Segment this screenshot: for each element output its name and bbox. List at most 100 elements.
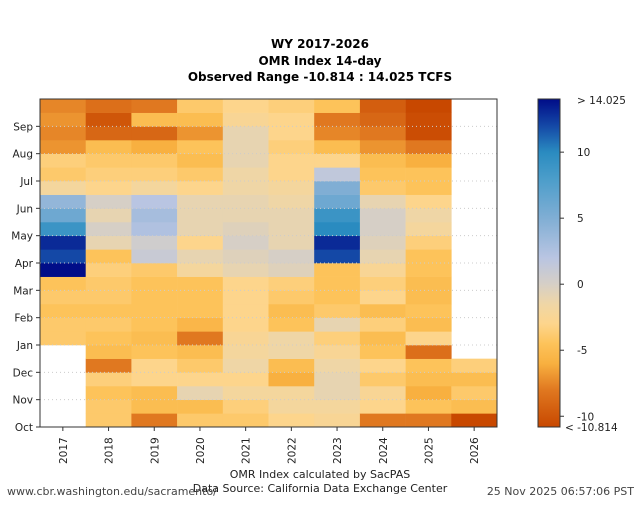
heatmap-cell: [314, 112, 361, 127]
heatmap-cell: [405, 345, 452, 359]
heatmap-cell: [40, 126, 86, 141]
heatmap-cell: [359, 167, 406, 182]
heatmap-cell: [131, 276, 178, 291]
footer-source: Data Source: California Data Exchange Ce…: [192, 482, 448, 495]
heatmap-cell: [85, 194, 132, 209]
heatmap-cell: [314, 345, 361, 359]
heatmap-cell: [85, 317, 132, 332]
chart-title-line-2: OMR Index 14-day: [258, 54, 382, 68]
heatmap-cell: [359, 399, 406, 414]
heatmap-cell: [405, 276, 452, 291]
heatmap-cell: [268, 290, 315, 305]
heatmap-cell: [314, 372, 361, 387]
heatmap-cell: [359, 276, 406, 291]
heatmap-cell: [177, 317, 224, 332]
heatmap-cell: [131, 386, 178, 400]
footer-url[interactable]: www.cbr.washington.edu/sacramento/: [7, 485, 217, 498]
heatmap-cell: [314, 249, 361, 264]
heatmap-cell: [359, 386, 406, 400]
heatmap-cell: [85, 290, 132, 305]
heatmap-cell: [222, 276, 269, 291]
heatmap-cell: [222, 263, 269, 277]
heatmap-cell: [85, 140, 132, 154]
heatmap-cell: [405, 112, 452, 127]
heatmap-cell: [177, 331, 224, 346]
footer-credit: OMR Index calculated by SacPAS: [229, 468, 411, 481]
heatmap-cell: [405, 153, 452, 168]
heatmap-cell: [85, 181, 132, 195]
heatmap-cell: [314, 276, 361, 291]
heatmap-cell: [268, 358, 315, 373]
heatmap-cell: [131, 235, 178, 250]
heatmap-cell: [359, 140, 406, 154]
heatmap-cell: [359, 181, 406, 195]
heatmap-cell: [222, 290, 269, 305]
heatmap-cell: [268, 222, 315, 236]
heatmap-cell: [131, 399, 178, 414]
heatmap-cell: [268, 167, 315, 182]
heatmap-cell: [359, 194, 406, 209]
heatmap-cell: [85, 386, 132, 400]
heatmap-cell: [314, 263, 361, 277]
heatmap-cell: [131, 358, 178, 373]
heatmap-cell: [405, 372, 452, 387]
heatmap-cell: [359, 153, 406, 168]
heatmap-cell: [451, 413, 498, 428]
heatmap-cell: [222, 112, 269, 127]
heatmap-cell: [268, 399, 315, 414]
heatmap-cell: [222, 153, 269, 168]
heatmap-cell: [131, 263, 178, 277]
y-tick-label: Oct: [15, 422, 33, 434]
y-tick-label: Sep: [13, 121, 33, 133]
heatmap-cell: [177, 208, 224, 223]
heatmap-cell: [405, 126, 452, 141]
colorbar-tick-label: -5: [577, 345, 587, 357]
heatmap-cell: [314, 386, 361, 400]
heatmap-cell: [131, 208, 178, 223]
x-tick-label: 2021: [241, 437, 253, 464]
heatmap-cell: [40, 153, 86, 168]
heatmap-cell: [40, 263, 86, 277]
heatmap-cell: [268, 153, 315, 168]
heatmap-cell: [405, 331, 452, 346]
heatmap-cell: [177, 304, 224, 318]
heatmap-cell: [268, 317, 315, 332]
x-axis: 2017 2018 2019 2020 2021 2022 2023 2024 2025 2026: [58, 427, 481, 464]
heatmap-cell: [359, 263, 406, 277]
heatmap-cell: [85, 153, 132, 168]
heatmap-cells: [40, 99, 498, 428]
heatmap-cell: [405, 235, 452, 250]
heatmap-cell: [268, 372, 315, 387]
heatmap-cell: [405, 140, 452, 154]
gridlines: [40, 125, 497, 401]
heatmap-cell: [359, 126, 406, 141]
heatmap-cell: [314, 331, 361, 346]
heatmap-cell: [405, 181, 452, 195]
heatmap-cell: [131, 372, 178, 387]
y-tick-label: May: [11, 231, 33, 243]
heatmap-cell: [314, 167, 361, 182]
heatmap-cell: [268, 112, 315, 127]
heatmap-cell: [222, 345, 269, 359]
heatmap-cell: [177, 153, 224, 168]
heatmap-cell: [40, 249, 86, 264]
heatmap-cell: [451, 399, 498, 414]
x-tick-label: 2025: [423, 437, 435, 464]
heatmap-cell: [222, 358, 269, 373]
heatmap-cell: [131, 126, 178, 141]
heatmap-cell: [268, 263, 315, 277]
heatmap-cell: [40, 304, 86, 318]
heatmap-cell: [85, 99, 132, 113]
heatmap-cell: [314, 126, 361, 141]
colorbar-top-label: > 14.025: [577, 95, 626, 107]
heatmap-cell: [40, 112, 86, 127]
x-tick-label: 2017: [58, 437, 70, 464]
x-tick-label: 2022: [286, 437, 298, 464]
heatmap-cell: [177, 413, 224, 428]
heatmap-cell: [314, 290, 361, 305]
heatmap-cell: [85, 263, 132, 277]
heatmap-cell: [40, 99, 86, 113]
heatmap-cell: [405, 399, 452, 414]
heatmap-cell: [85, 372, 132, 387]
